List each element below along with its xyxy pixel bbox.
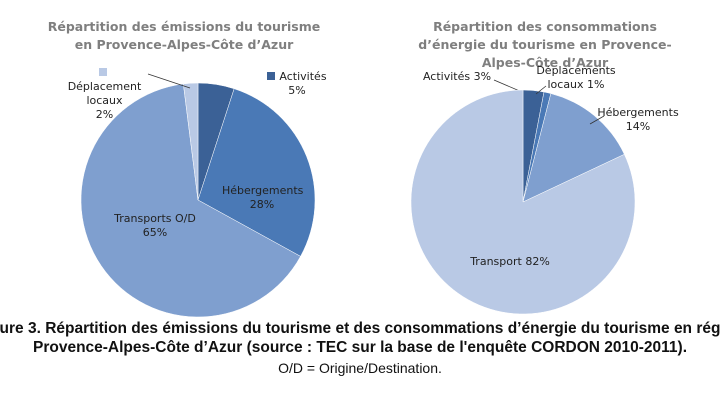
value-label: 65%	[142, 226, 168, 239]
category-label: Hébergements	[222, 184, 304, 197]
leader-line	[589, 115, 605, 125]
chart-title: Répartition des consommations d’énergie …	[418, 19, 672, 70]
data-label: Hébergements 28%	[222, 184, 304, 212]
category-label: Déplacements locaux	[536, 64, 616, 91]
category-label: Déplacement locaux	[67, 80, 142, 107]
pie-slice	[197, 88, 316, 257]
legend-swatch	[98, 68, 107, 76]
value-label: 2%	[95, 108, 114, 121]
leader-line	[535, 85, 547, 95]
value-label: 14%	[625, 120, 651, 133]
pie-slice	[80, 83, 301, 318]
value-label: 5%	[288, 84, 306, 97]
value-label: 28%	[249, 198, 275, 211]
category-label: Hébergements	[597, 106, 679, 119]
caption: Provence-Alpes-Côte d’Azur (source : TEC…	[32, 339, 687, 356]
category-label: Transports O/D	[114, 212, 196, 225]
caption: Figure 3. Répartition des émissions du t…	[0, 320, 720, 337]
data-label: Hébergements 14%	[592, 106, 684, 134]
pie-slice	[183, 82, 199, 201]
data-label: Déplacements locaux 1%	[530, 64, 622, 92]
data-label: Transports O/D 65%	[110, 212, 200, 240]
caption-note: O/D = Origine/Destination.	[278, 360, 442, 376]
chart-title: Répartition des émissions du tourisme en…	[47, 19, 321, 52]
pie-slice	[410, 89, 636, 315]
value-label: 3%	[473, 70, 492, 83]
category-label: Transport	[470, 255, 522, 268]
value-label: 1%	[587, 78, 605, 91]
value-label: 82%	[525, 255, 550, 268]
data-label: Activités 3%	[412, 70, 502, 84]
data-label: Transport 82%	[455, 255, 565, 269]
category-label: Activités	[279, 70, 327, 83]
data-label: Activités 5%	[262, 70, 332, 98]
category-label: Activités	[422, 70, 471, 83]
leader-line	[147, 73, 191, 89]
legend-swatch	[267, 72, 276, 80]
pie-slice	[522, 93, 625, 203]
data-label: Déplacement locaux 2%	[62, 66, 147, 122]
